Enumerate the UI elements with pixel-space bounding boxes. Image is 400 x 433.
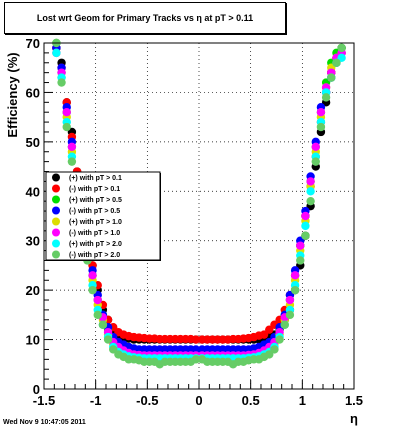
data-points: [52, 38, 346, 369]
y-tick-label: 30: [26, 234, 40, 249]
x-tick-label: -1: [90, 393, 102, 408]
data-point: [290, 285, 300, 295]
y-tick-label: 10: [26, 333, 40, 348]
chart-title: Lost wrt Geom for Primary Tracks vs η at…: [4, 2, 286, 34]
data-point: [93, 295, 102, 305]
data-point: [191, 345, 201, 354]
data-point: [98, 320, 108, 329]
y-tick-label: 70: [26, 36, 40, 51]
x-tick-label: 1: [299, 393, 306, 408]
data-point: [321, 93, 331, 102]
legend-marker: [52, 195, 60, 204]
legend-marker: [52, 250, 60, 259]
y-tick-label: 60: [26, 85, 40, 100]
data-point: [290, 271, 300, 280]
data-point: [285, 310, 295, 320]
data-point: [337, 43, 346, 53]
data-point: [327, 73, 336, 82]
data-point: [316, 122, 326, 132]
y-tick-label: 50: [26, 135, 40, 150]
data-point: [62, 108, 71, 117]
data-point: [275, 335, 284, 344]
series-8: [52, 38, 346, 369]
data-point: [93, 310, 102, 320]
legend-marker: [52, 217, 60, 226]
x-tick-label: -1.5: [33, 393, 55, 408]
data-point: [306, 187, 315, 196]
data-point: [301, 231, 310, 240]
data-point: [285, 295, 295, 305]
data-point: [103, 335, 113, 344]
data-point: [270, 345, 279, 354]
legend-label: (+) with pT > 2.0: [69, 241, 122, 248]
data-point: [191, 335, 201, 344]
data-point: [306, 196, 315, 206]
x-tick-label: 0: [195, 393, 202, 408]
data-point: [301, 211, 310, 221]
y-tick-label: 0: [33, 382, 40, 397]
data-point: [191, 355, 201, 364]
x-tick-label: 0.5: [242, 393, 260, 408]
x-tick-label: -0.5: [136, 393, 158, 408]
legend-marker: [52, 239, 60, 248]
legend-label: (-) with pT > 0.1: [69, 186, 120, 193]
legend: (+) with pT > 0.1 (-) with pT > 0.1 (+) wi…: [45, 171, 161, 261]
data-point: [332, 58, 341, 67]
legend-label: (-) with pT > 0.5: [69, 208, 120, 215]
axes: -1.5 -1 -0.5 0 0.5 1 1.5 0 10 20 30 40 50 60 70: [26, 36, 364, 408]
legend-label: (+) with pT > 0.1: [69, 175, 122, 182]
legend-marker: [52, 228, 60, 237]
legend-marker: [52, 184, 60, 193]
data-point: [88, 285, 97, 295]
y-tick-label: 20: [26, 283, 40, 298]
data-point: [296, 241, 305, 250]
y-axis-label: Efficiency (%): [5, 52, 20, 137]
data-point: [301, 221, 310, 231]
data-point: [88, 271, 97, 280]
legend-marker: [52, 206, 60, 215]
legend-label: (-) with pT > 2.0: [69, 252, 120, 259]
y-tick-label: 40: [26, 184, 40, 199]
data-point: [52, 48, 61, 58]
data-point: [311, 157, 320, 166]
data-point: [62, 122, 71, 132]
data-point: [316, 108, 326, 117]
data-point: [57, 78, 66, 87]
legend-label: (+) with pT > 0.5: [69, 197, 122, 204]
data-point: [311, 142, 320, 151]
legend-marker: [52, 173, 60, 182]
data-point: [67, 142, 77, 151]
data-point: [280, 320, 289, 329]
x-axis-label: η: [350, 411, 358, 426]
data-point: [296, 256, 305, 265]
x-tick-label: 1.5: [345, 393, 363, 408]
footer-timestamp: Wed Nov 9 10:47:05 2011: [3, 419, 86, 426]
legend-box: [45, 171, 161, 261]
legend-label: (+) with pT > 1.0: [69, 219, 122, 226]
legend-label: (-) with pT > 1.0: [69, 230, 120, 237]
data-point: [306, 177, 315, 186]
data-point: [67, 157, 77, 166]
